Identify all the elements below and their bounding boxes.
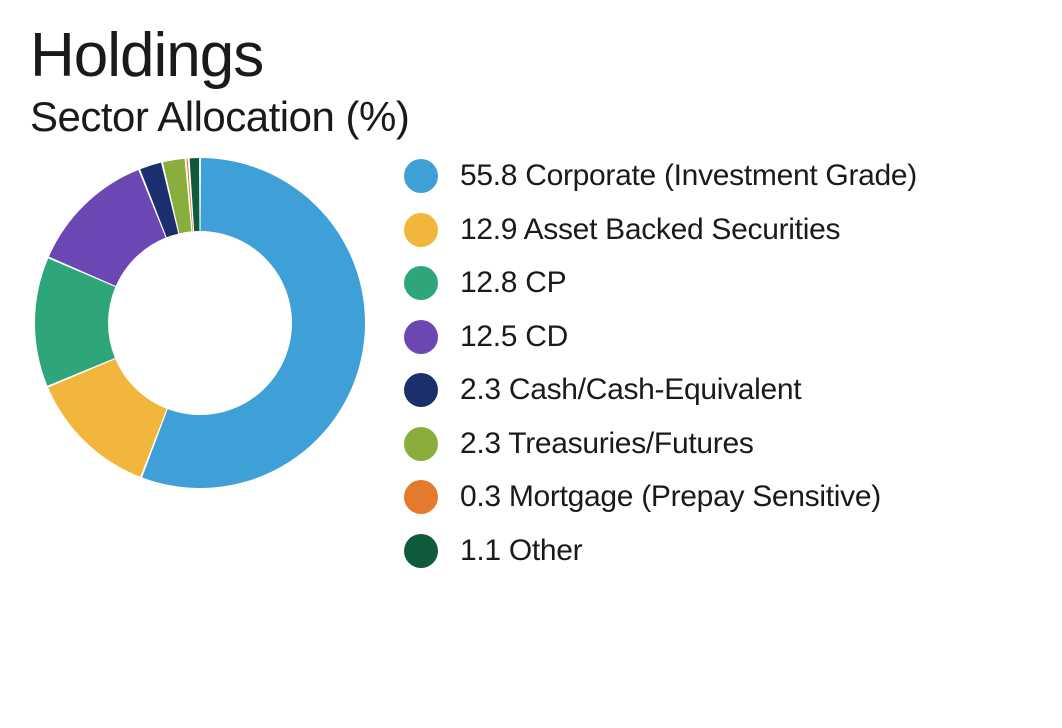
legend-label: 55.8 Corporate (Investment Grade) xyxy=(460,157,917,195)
legend-item: 55.8 Corporate (Investment Grade) xyxy=(404,157,917,195)
legend-label: 2.3 Treasuries/Futures xyxy=(460,425,754,463)
legend-item: 12.8 CP xyxy=(404,264,917,302)
legend-label: 12.8 CP xyxy=(460,264,566,302)
chart-and-legend: 55.8 Corporate (Investment Grade) 12.9 As… xyxy=(30,153,1032,569)
legend-label: 0.3 Mortgage (Prepay Sensitive) xyxy=(460,478,881,516)
legend-swatch xyxy=(404,427,438,461)
page-subtitle: Sector Allocation (%) xyxy=(30,93,1032,141)
legend-swatch xyxy=(404,213,438,247)
legend-label: 12.5 CD xyxy=(460,318,568,356)
legend-swatch xyxy=(404,373,438,407)
legend-label: 12.9 Asset Backed Securities xyxy=(460,211,840,249)
legend-item: 2.3 Cash/Cash-Equivalent xyxy=(404,371,917,409)
donut-slice xyxy=(190,158,200,231)
legend-item: 2.3 Treasuries/Futures xyxy=(404,425,917,463)
legend-label: 1.1 Other xyxy=(460,532,582,570)
legend-swatch xyxy=(404,534,438,568)
legend-swatch xyxy=(404,320,438,354)
legend-item: 1.1 Other xyxy=(404,532,917,570)
legend-item: 12.5 CD xyxy=(404,318,917,356)
legend-label: 2.3 Cash/Cash-Equivalent xyxy=(460,371,801,409)
donut-chart xyxy=(30,153,370,493)
legend-item: 0.3 Mortgage (Prepay Sensitive) xyxy=(404,478,917,516)
legend-item: 12.9 Asset Backed Securities xyxy=(404,211,917,249)
legend-swatch xyxy=(404,266,438,300)
legend-swatch xyxy=(404,480,438,514)
legend: 55.8 Corporate (Investment Grade) 12.9 As… xyxy=(404,153,917,569)
legend-swatch xyxy=(404,159,438,193)
page-title: Holdings xyxy=(30,20,1032,91)
